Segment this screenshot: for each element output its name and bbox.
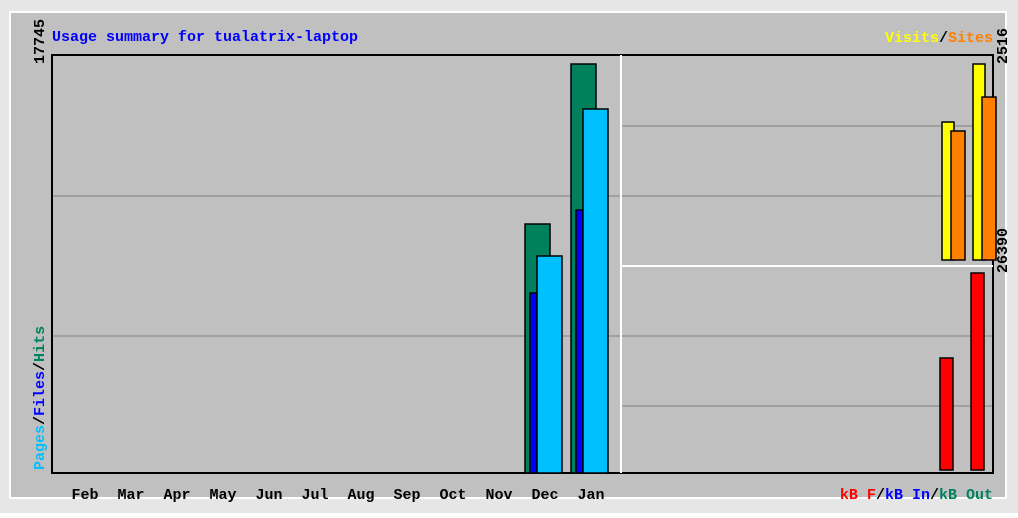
x-tick-label: Sep [393, 487, 420, 504]
legend-separator: / [930, 487, 939, 504]
x-tick-label: Mar [117, 487, 144, 504]
bar [536, 255, 563, 474]
x-tick-label: Apr [163, 487, 190, 504]
legend-entry: kB Out [939, 487, 993, 504]
plot-frame [51, 54, 994, 474]
legend-entry: Sites [948, 30, 993, 47]
legend: kB F/kB In/kB Out [840, 487, 993, 504]
x-tick-label: Jun [255, 487, 282, 504]
x-tick-label: Aug [347, 487, 374, 504]
legend-separator: / [876, 487, 885, 504]
y-tick-label: 2516 [995, 28, 1012, 64]
legend-separator: / [939, 30, 948, 47]
x-tick-label: Jan [577, 487, 604, 504]
legend-entry: kB F [840, 487, 876, 504]
x-tick-label: Jul [301, 487, 328, 504]
x-tick-label: May [209, 487, 236, 504]
y-tick-label: 17745 [32, 19, 49, 64]
bar [575, 209, 584, 474]
x-tick-label: Oct [439, 487, 466, 504]
legend-entry: Visits [885, 30, 939, 47]
bar [939, 357, 954, 471]
bar [529, 292, 538, 474]
legend: Pages/Files/Hits [32, 326, 49, 470]
legend-separator: / [32, 362, 49, 371]
legend-entry: Files [32, 371, 49, 416]
x-tick-label: Dec [531, 487, 558, 504]
legend-separator: / [32, 416, 49, 425]
legend: Visits/Sites [885, 30, 993, 47]
x-tick-label: Feb [71, 487, 98, 504]
bar [981, 96, 997, 261]
chart-title: Usage summary for tualatrix-laptop [52, 29, 358, 46]
x-tick-label: Nov [485, 487, 512, 504]
bar [582, 108, 609, 474]
bar [970, 272, 985, 471]
panel [9, 11, 1007, 499]
legend-entry: kB In [885, 487, 930, 504]
legend-entry: Hits [32, 326, 49, 362]
y-tick-label: 26390 [995, 228, 1012, 273]
bar [950, 130, 966, 261]
legend-entry: Pages [32, 425, 49, 470]
